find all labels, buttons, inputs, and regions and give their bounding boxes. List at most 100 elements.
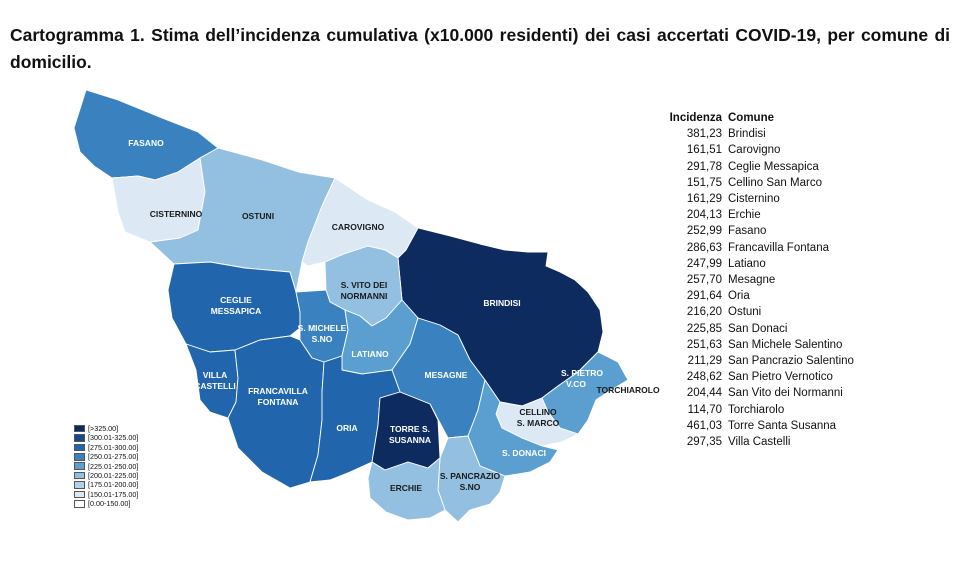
incidence-value: 286,63 — [686, 241, 722, 254]
map-legend: [>325.00] [300.01-325.00] [275.01-300.00][… — [74, 424, 138, 509]
table-row: 248,62 San Pietro Vernotico — [662, 369, 854, 385]
comune-name: Fasano — [728, 225, 767, 238]
label-san-vito: S. VITO DEI NORMANNI — [341, 280, 388, 301]
table-row: 204,13 Erchie — [662, 207, 854, 223]
incidence-value: 114,70 — [687, 403, 722, 416]
table-header: Incidenza Comune — [662, 110, 854, 126]
comune-name: Cisternino — [728, 193, 780, 206]
label-torre-susanna: TORRE S. SUSANNA — [389, 424, 431, 445]
comune-name: Latiano — [728, 257, 766, 270]
table-row: 461,03 Torre Santa Susanna — [662, 418, 854, 434]
region-torchiarolo[interactable] — [587, 379, 649, 431]
legend-label: [150.01-175.00] — [88, 489, 139, 499]
table-row: 297,35 Villa Castelli — [662, 434, 854, 450]
legend-swatch — [74, 500, 85, 508]
table-row: 291,78 Ceglie Messapica — [662, 159, 854, 175]
incidence-value: 291,78 — [686, 160, 722, 173]
region-san-donaci[interactable] — [467, 379, 559, 477]
table-row: 252,99 Fasano — [662, 223, 854, 239]
table-row: 251,63 San Michele Salentino — [662, 337, 854, 353]
label-mesagne: MESAGNE — [425, 370, 468, 380]
label-oria: ORIA — [336, 423, 357, 433]
table-row: 211,29 San Pancrazio Salentino — [662, 353, 854, 369]
label-villa-castelli: VILLA CASTELLI — [194, 370, 236, 391]
incidence-table: Incidenza Comune 381,23 Brindisi 161,51 Car… — [662, 110, 854, 450]
comune-name: San Pietro Vernotico — [728, 371, 833, 384]
legend-item: [150.01-175.00] — [74, 490, 138, 499]
comune-name: Ostuni — [728, 306, 762, 319]
legend-item: [175.01-200.00] — [74, 480, 138, 489]
legend-swatch — [74, 443, 85, 452]
label-fasano: FASANO — [128, 138, 164, 148]
comune-name: San Pancrazio Salentino — [728, 355, 854, 368]
legend-swatch — [74, 453, 85, 461]
comune-name: San Donaci — [728, 322, 788, 335]
legend-item: [225.01-250.00] — [74, 462, 138, 471]
label-brindisi: BRINDISI — [483, 298, 520, 308]
table-row: 291,64 Oria — [662, 288, 854, 304]
legend-label: [175.01-200.00] — [88, 480, 139, 490]
incidence-value: 216,20 — [686, 306, 722, 319]
incidence-value: 297,35 — [686, 436, 722, 449]
table-row: 161,51 Carovigno — [662, 142, 854, 158]
table-row: 247,99 Latiano — [662, 256, 854, 272]
incidence-value: 204,13 — [686, 209, 722, 222]
incidence-value: 252,99 — [686, 225, 722, 238]
legend-swatch — [74, 481, 85, 489]
header-comune: Comune — [728, 112, 774, 124]
label-cisternino: CISTERNINO — [150, 209, 203, 219]
comune-name: San Vito dei Normanni — [728, 387, 843, 400]
incidence-value: 225,85 — [686, 322, 722, 335]
incidence-value: 381,23 — [686, 128, 722, 141]
label-san-pancrazio: S. PANCRAZIO S.NO — [440, 471, 501, 492]
incidence-value: 247,99 — [686, 257, 722, 270]
label-cellino: CELLINO S. MARCO — [517, 407, 560, 428]
legend-label: [0.00-150.00] — [88, 499, 131, 509]
table-row: 257,70 Mesagne — [662, 272, 854, 288]
legend-label: [300.01-325.00] — [88, 433, 139, 443]
legend-item: [250.01-275.00] — [74, 452, 138, 461]
incidence-value: 257,70 — [686, 274, 722, 287]
legend-label: [225.01-250.00] — [88, 461, 139, 471]
comune-name: Mesagne — [728, 274, 776, 287]
table-row: 151,75 Cellino San Marco — [662, 175, 854, 191]
region-francavilla[interactable] — [227, 335, 325, 489]
label-san-michele: S. MICHELE S.NO — [298, 323, 347, 344]
table-row: 161,29 Cisternino — [662, 191, 854, 207]
incidence-value: 461,03 — [686, 419, 722, 432]
comune-name: Erchie — [728, 209, 761, 222]
legend-label: [>325.00] — [88, 424, 119, 433]
label-torchiarolo: TORCHIAROLO — [596, 385, 660, 395]
table-row: 114,70 Torchiarolo — [662, 402, 854, 418]
label-san-donaci: S. DONACI — [502, 448, 546, 458]
incidence-value: 204,44 — [686, 387, 722, 400]
incidence-value: 161,51 — [686, 144, 722, 157]
legend-swatch — [74, 434, 85, 442]
legend-item: [>325.00] — [74, 424, 138, 433]
comune-name: Oria — [728, 290, 750, 303]
incidence-value: 151,75 — [686, 176, 722, 189]
map-title: Cartogramma 1. Stima dell’incidenza cumu… — [10, 25, 950, 72]
legend-swatch — [74, 424, 85, 433]
table-body: 381,23 Brindisi 161,51 Carovigno 291,78 Cegli… — [662, 126, 854, 450]
table-row: 381,23 Brindisi — [662, 126, 854, 142]
comune-name: Villa Castelli — [728, 436, 791, 449]
incidence-value: 211,29 — [687, 355, 722, 368]
legend-swatch — [74, 490, 85, 499]
label-san-pietro: S. PIETRO V.CO — [561, 368, 603, 389]
legend-item: [275.01-300.00] — [74, 443, 138, 452]
comune-name: Torchiarolo — [728, 403, 785, 416]
table-row: 204,44 San Vito dei Normanni — [662, 385, 854, 401]
comune-name: Carovigno — [728, 144, 781, 157]
legend-label: [200.01-225.00] — [88, 470, 139, 480]
comune-name: Cellino San Marco — [728, 176, 822, 189]
label-latiano: LATIANO — [351, 349, 389, 359]
table-row: 225,85 San Donaci — [662, 321, 854, 337]
legend-label: [275.01-300.00] — [88, 442, 139, 452]
legend-swatch — [74, 462, 85, 471]
comune-name: Brindisi — [728, 128, 766, 141]
region-erchie[interactable] — [367, 457, 446, 521]
label-ceglie: CEGLIE MESSAPICA — [211, 295, 262, 316]
header-incidenza: Incidenza — [669, 112, 722, 124]
